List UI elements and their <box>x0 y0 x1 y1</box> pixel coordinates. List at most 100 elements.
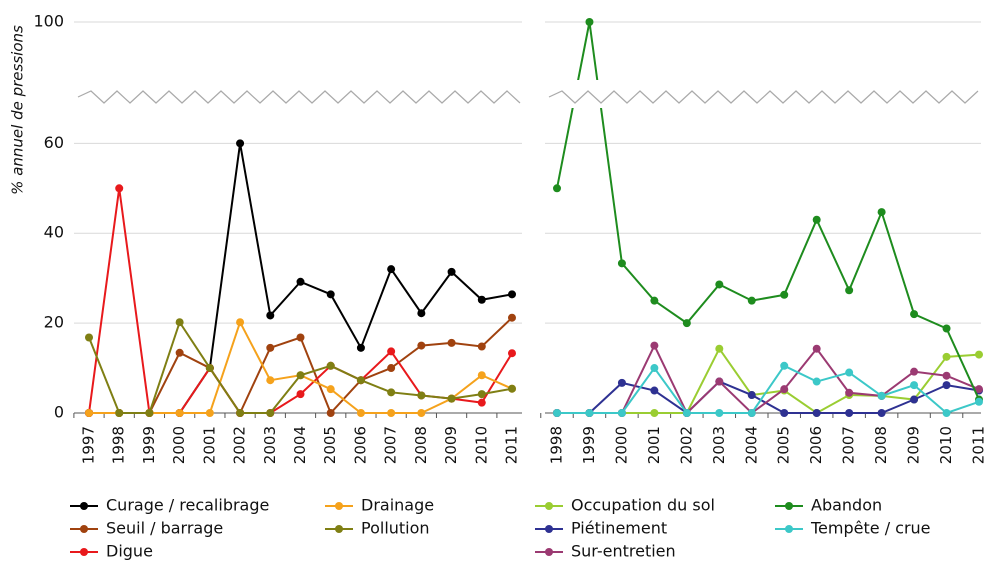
data-point <box>553 409 561 417</box>
x-tick-label: 2010 <box>472 426 490 464</box>
axis-break <box>77 90 521 104</box>
data-point <box>508 349 516 358</box>
data-point <box>387 347 396 356</box>
data-point <box>326 361 335 370</box>
data-point <box>747 391 756 400</box>
y-tick-label: 40 <box>44 223 64 242</box>
data-point <box>296 277 305 286</box>
data-point <box>650 341 659 350</box>
legend-marker <box>545 525 553 533</box>
data-point <box>266 409 275 417</box>
data-point <box>845 409 854 417</box>
x-tick-label: 2004 <box>742 426 760 464</box>
data-point <box>205 409 214 417</box>
data-point <box>975 385 983 394</box>
y-tick-label: 60 <box>44 133 64 152</box>
series-line <box>557 346 980 415</box>
x-tick-label: 1999 <box>140 426 158 464</box>
data-point <box>780 290 789 299</box>
data-point <box>326 409 335 417</box>
data-point <box>175 318 184 327</box>
data-point <box>715 344 724 353</box>
legend-marker <box>545 548 553 556</box>
data-point <box>650 296 659 305</box>
x-tick-label: 2008 <box>412 426 430 464</box>
data-point <box>387 388 396 397</box>
data-point <box>910 395 919 404</box>
x-tick-label: 2002 <box>231 426 249 464</box>
data-point <box>447 338 456 347</box>
y-tick-label: 0 <box>54 403 64 422</box>
axis-break-mask <box>74 80 522 108</box>
data-point <box>910 310 919 319</box>
data-point <box>236 409 245 417</box>
data-point <box>356 409 365 417</box>
data-point <box>85 409 93 417</box>
legend-label: Tempête / crue <box>810 519 931 538</box>
data-point <box>617 378 626 387</box>
series-line <box>557 343 980 415</box>
data-point <box>812 377 821 386</box>
data-point <box>417 409 426 417</box>
legend-label: Curage / recalibrage <box>106 496 269 515</box>
data-point <box>942 409 951 417</box>
data-point <box>942 381 951 390</box>
data-point <box>942 371 951 380</box>
data-point <box>115 184 124 193</box>
x-tick-label: 2011 <box>970 426 984 464</box>
x-tick-label: 2000 <box>612 426 630 464</box>
data-point <box>387 265 396 274</box>
data-point <box>650 386 659 395</box>
data-point <box>296 371 305 380</box>
x-tick-label: 2007 <box>382 426 400 464</box>
data-point <box>877 208 886 217</box>
x-tick-label: 2003 <box>261 426 279 464</box>
data-point <box>266 376 275 385</box>
data-point <box>812 409 821 417</box>
data-point <box>417 391 426 400</box>
legend-label: Pollution <box>361 519 430 538</box>
x-tick-label: 2005 <box>775 426 793 464</box>
data-point <box>910 367 919 376</box>
data-point <box>508 384 516 393</box>
y-tick-label: 20 <box>44 313 64 332</box>
x-tick-label: 2003 <box>710 426 728 464</box>
x-tick-label: 2006 <box>351 426 369 464</box>
data-point <box>585 18 594 26</box>
data-point <box>682 319 691 328</box>
x-tick-label: 2010 <box>937 426 955 464</box>
data-point <box>942 324 951 333</box>
data-point <box>417 341 426 350</box>
data-point <box>650 364 659 373</box>
x-tick-label: 2011 <box>503 426 521 464</box>
data-point <box>975 397 983 406</box>
x-tick-label: 2004 <box>291 426 309 464</box>
data-point <box>266 343 275 352</box>
legend-marker <box>785 502 793 510</box>
data-point <box>845 286 854 295</box>
x-tick-label: 1997 <box>80 426 98 464</box>
x-tick-label: 1999 <box>580 426 598 464</box>
x-tick-label: 2008 <box>872 426 890 464</box>
data-point <box>356 376 365 385</box>
data-point <box>145 409 154 417</box>
legend-marker <box>335 502 343 510</box>
legend-label: Piétinement <box>571 519 667 538</box>
data-point <box>85 333 93 342</box>
data-point <box>477 398 486 407</box>
data-point <box>780 385 789 394</box>
data-point <box>205 364 214 373</box>
data-point <box>585 409 594 417</box>
data-point <box>296 333 305 342</box>
x-tick-label: 2006 <box>807 426 825 464</box>
data-point <box>266 311 275 320</box>
data-point <box>715 280 724 289</box>
data-point <box>508 290 516 299</box>
data-point <box>650 409 659 417</box>
legend-marker <box>80 548 88 556</box>
data-point <box>175 348 184 357</box>
legend-label: Abandon <box>811 496 882 515</box>
series-line <box>557 380 980 415</box>
data-point <box>356 343 365 352</box>
